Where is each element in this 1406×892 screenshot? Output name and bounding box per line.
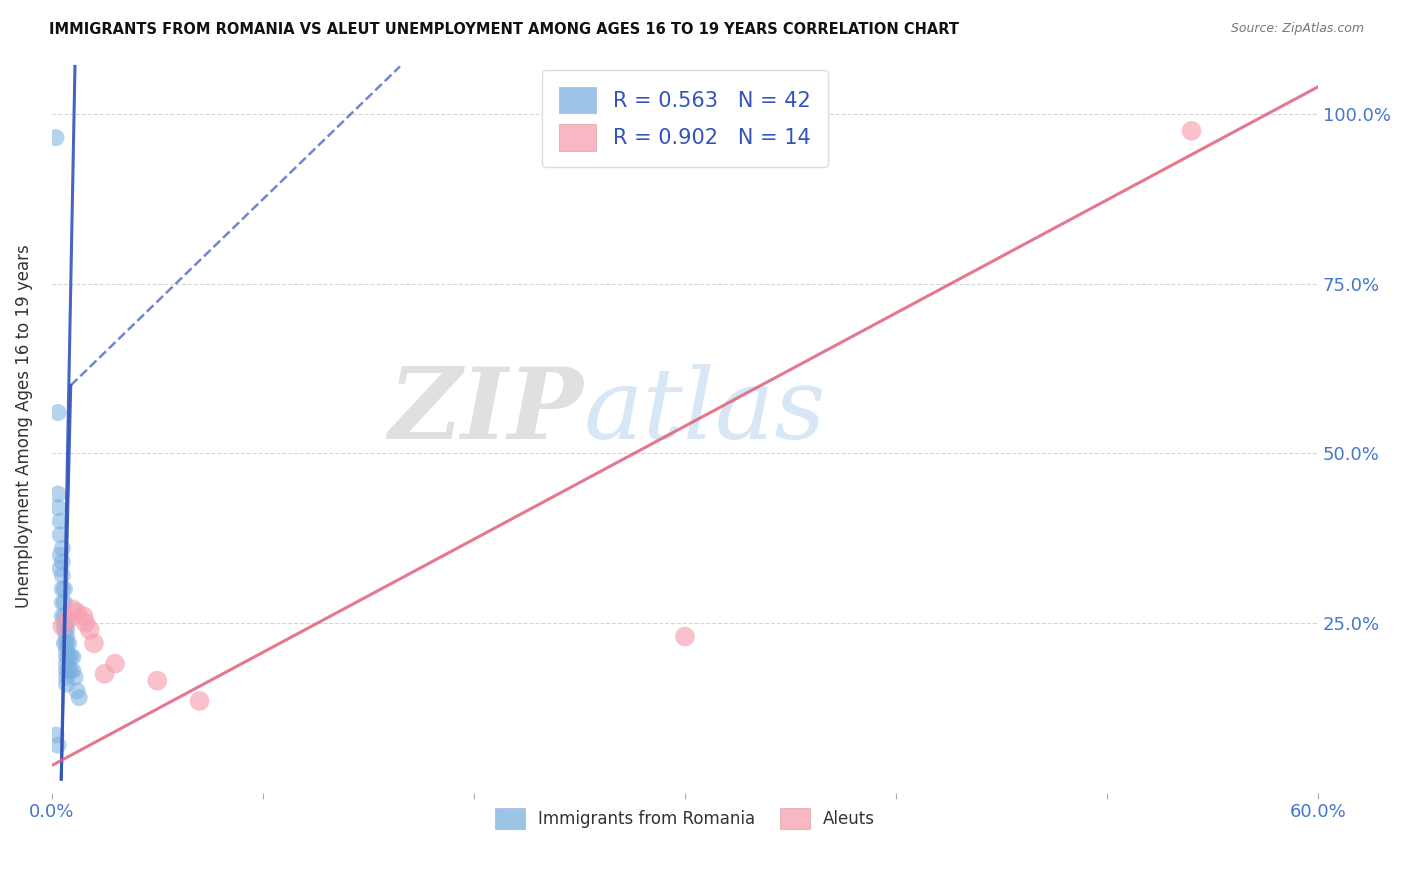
Point bbox=[49, 562, 72, 576]
Point bbox=[51, 596, 73, 610]
Point bbox=[67, 690, 90, 705]
Point bbox=[51, 619, 73, 633]
Point bbox=[49, 514, 72, 528]
Text: IMMIGRANTS FROM ROMANIA VS ALEUT UNEMPLOYMENT AMONG AGES 16 TO 19 YEARS CORRELAT: IMMIGRANTS FROM ROMANIA VS ALEUT UNEMPLO… bbox=[49, 22, 959, 37]
Point bbox=[51, 555, 73, 569]
Y-axis label: Unemployment Among Ages 16 to 19 years: Unemployment Among Ages 16 to 19 years bbox=[15, 244, 32, 608]
Point bbox=[93, 666, 115, 681]
Point bbox=[58, 613, 80, 627]
Point bbox=[45, 728, 67, 742]
Point bbox=[83, 636, 105, 650]
Point bbox=[59, 649, 82, 664]
Point bbox=[55, 677, 77, 691]
Legend: Immigrants from Romania, Aleuts: Immigrants from Romania, Aleuts bbox=[488, 801, 882, 836]
Point bbox=[51, 541, 73, 556]
Point bbox=[104, 657, 127, 671]
Point bbox=[62, 649, 84, 664]
Point bbox=[55, 649, 77, 664]
Point bbox=[673, 630, 696, 644]
Point bbox=[55, 643, 77, 657]
Point bbox=[53, 582, 76, 596]
Point bbox=[53, 636, 76, 650]
Point bbox=[46, 406, 69, 420]
Point bbox=[53, 623, 76, 637]
Point bbox=[58, 664, 80, 678]
Point bbox=[62, 602, 84, 616]
Point bbox=[49, 527, 72, 541]
Point bbox=[188, 694, 211, 708]
Point bbox=[58, 636, 80, 650]
Point bbox=[45, 130, 67, 145]
Point bbox=[59, 664, 82, 678]
Text: atlas: atlas bbox=[583, 364, 827, 459]
Point bbox=[1180, 124, 1202, 138]
Point bbox=[79, 623, 101, 637]
Text: Source: ZipAtlas.com: Source: ZipAtlas.com bbox=[1230, 22, 1364, 36]
Point bbox=[55, 623, 77, 637]
Text: ZIP: ZIP bbox=[388, 363, 583, 459]
Point bbox=[49, 548, 72, 562]
Point bbox=[55, 636, 77, 650]
Point bbox=[62, 664, 84, 678]
Point bbox=[46, 738, 69, 752]
Point bbox=[55, 670, 77, 684]
Point bbox=[46, 487, 69, 501]
Point bbox=[58, 649, 80, 664]
Point bbox=[51, 609, 73, 624]
Point bbox=[75, 615, 97, 630]
Point bbox=[53, 596, 76, 610]
Point bbox=[53, 615, 76, 630]
Point bbox=[55, 664, 77, 678]
Point bbox=[51, 568, 73, 582]
Point bbox=[55, 630, 77, 644]
Point bbox=[72, 609, 94, 624]
Point bbox=[51, 582, 73, 596]
Point bbox=[53, 609, 76, 624]
Point bbox=[55, 657, 77, 671]
Point bbox=[63, 670, 86, 684]
Point bbox=[66, 683, 89, 698]
Point bbox=[55, 615, 77, 630]
Point bbox=[66, 606, 89, 620]
Point bbox=[146, 673, 169, 688]
Point bbox=[46, 500, 69, 515]
